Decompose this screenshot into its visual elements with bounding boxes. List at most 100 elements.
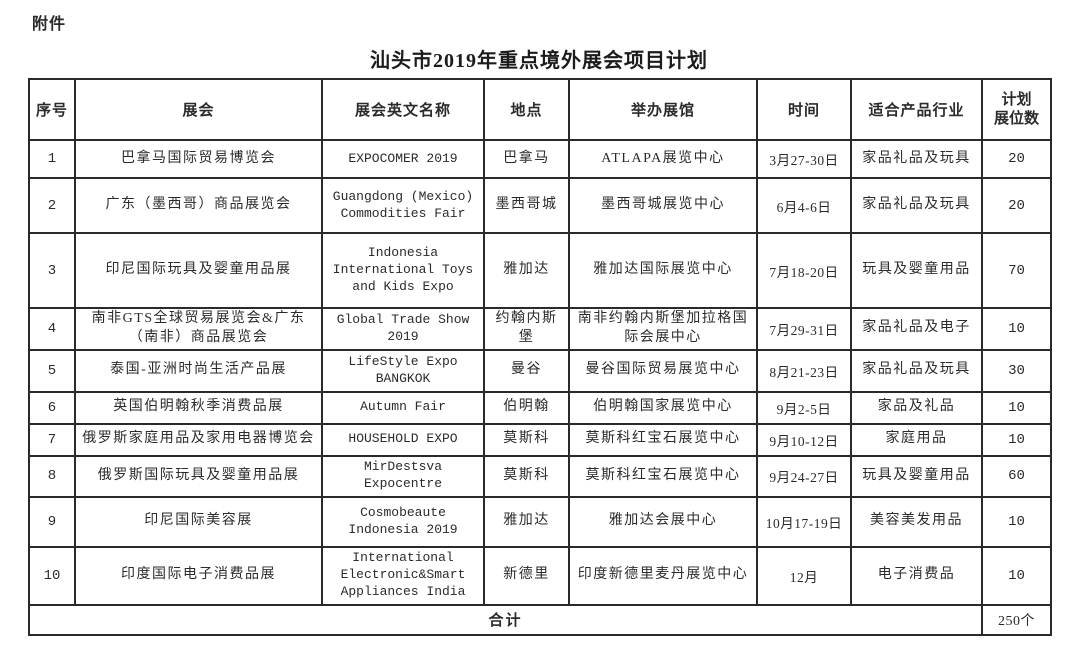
table-row: 3 印尼国际玩具及婴童用品展 Indonesia International T… [28, 232, 1052, 309]
cell-industry: 家庭用品 [850, 422, 983, 457]
cell-venue: 曼谷国际贸易展览中心 [568, 348, 758, 393]
cell-exhibition: 俄罗斯家庭用品及家用电器博览会 [74, 422, 323, 457]
cell-venue: ATLAPA展览中心 [568, 139, 758, 179]
cell-industry: 家品礼品及玩具 [850, 177, 983, 234]
cell-index: 10 [28, 545, 76, 606]
cell-booths: 60 [981, 454, 1052, 498]
cell-english-name: MirDestsva Expocentre [321, 454, 485, 498]
cell-booths: 10 [981, 422, 1052, 457]
cell-index: 1 [28, 139, 76, 179]
cell-location: 莫斯科 [483, 454, 570, 498]
cell-index: 3 [28, 232, 76, 309]
cell-industry: 玩具及婴童用品 [850, 454, 983, 498]
cell-industry: 美容美发用品 [850, 495, 983, 548]
cell-location: 曼谷 [483, 348, 570, 393]
cell-booths: 10 [981, 390, 1052, 425]
footer-total-label: 合计 [28, 603, 983, 636]
table-row: 5 泰国-亚洲时尚生活产品展 LifeStyle Expo BANGKOK 曼谷… [28, 348, 1052, 393]
cell-english-name: Indonesia International Toys and Kids Ex… [321, 232, 485, 309]
cell-date: 9月24-27日 [756, 454, 852, 498]
header-cell-venue: 举办展馆 [568, 78, 758, 141]
cell-index: 8 [28, 454, 76, 498]
attachment-label: 附件 [32, 16, 67, 33]
header-cell-location: 地点 [483, 78, 570, 141]
cell-index: 7 [28, 422, 76, 457]
cell-date: 8月21-23日 [756, 348, 852, 393]
cell-index: 6 [28, 390, 76, 425]
cell-venue: 印度新德里麦丹展览中心 [568, 545, 758, 606]
cell-location: 雅加达 [483, 495, 570, 548]
cell-english-name: International Electronic&Smart Appliance… [321, 545, 485, 606]
table-row: 8 俄罗斯国际玩具及婴童用品展 MirDestsva Expocentre 莫斯… [28, 454, 1052, 498]
table-header-row: 序号 展会 展会英文名称 地点 举办展馆 时间 适合产品行业 计划 展位数 [28, 78, 1052, 141]
cell-booths: 20 [981, 177, 1052, 234]
cell-english-name: HOUSEHOLD EXPO [321, 422, 485, 457]
cell-location: 墨西哥城 [483, 177, 570, 234]
cell-venue: 墨西哥城展览中心 [568, 177, 758, 234]
cell-location: 莫斯科 [483, 422, 570, 457]
header-cell-booths: 计划 展位数 [981, 78, 1052, 141]
cell-booths: 30 [981, 348, 1052, 393]
table-row: 9 印尼国际美容展 Cosmobeaute Indonesia 2019 雅加达… [28, 495, 1052, 548]
cell-location: 约翰内斯堡 [483, 307, 570, 351]
cell-exhibition: 印尼国际美容展 [74, 495, 323, 548]
cell-date: 7月18-20日 [756, 232, 852, 309]
exhibition-plan-table: 序号 展会 展会英文名称 地点 举办展馆 时间 适合产品行业 计划 展位数 1 … [28, 78, 1052, 636]
cell-index: 9 [28, 495, 76, 548]
table-row: 7 俄罗斯家庭用品及家用电器博览会 HOUSEHOLD EXPO 莫斯科 莫斯科… [28, 422, 1052, 457]
cell-booths: 10 [981, 495, 1052, 548]
cell-booths: 20 [981, 139, 1052, 179]
cell-booths: 70 [981, 232, 1052, 309]
cell-date: 3月27-30日 [756, 139, 852, 179]
cell-english-name: Cosmobeaute Indonesia 2019 [321, 495, 485, 548]
table-row: 4 南非GTS全球贸易展览会&广东（南非）商品展览会 Global Trade … [28, 307, 1052, 351]
cell-location: 雅加达 [483, 232, 570, 309]
cell-exhibition: 英国伯明翰秋季消费品展 [74, 390, 323, 425]
cell-industry: 玩具及婴童用品 [850, 232, 983, 309]
cell-industry: 家品礼品及电子 [850, 307, 983, 351]
cell-date: 12月 [756, 545, 852, 606]
cell-venue: 雅加达国际展览中心 [568, 232, 758, 309]
cell-exhibition: 南非GTS全球贸易展览会&广东（南非）商品展览会 [74, 307, 323, 351]
cell-industry: 电子消费品 [850, 545, 983, 606]
table-row: 1 巴拿马国际贸易博览会 EXPOCOMER 2019 巴拿马 ATLAPA展览… [28, 139, 1052, 179]
header-cell-industry: 适合产品行业 [850, 78, 983, 141]
table-row: 6 英国伯明翰秋季消费品展 Autumn Fair 伯明翰 伯明翰国家展览中心 … [28, 390, 1052, 425]
header-cell-english-name: 展会英文名称 [321, 78, 485, 141]
cell-date: 10月17-19日 [756, 495, 852, 548]
footer-total-value: 250个 [981, 603, 1052, 636]
cell-venue: 雅加达会展中心 [568, 495, 758, 548]
page-title: 汕头市2019年重点境外展会项目计划 [370, 50, 708, 72]
cell-english-name: Guangdong (Mexico) Commodities Fair [321, 177, 485, 234]
cell-english-name: LifeStyle Expo BANGKOK [321, 348, 485, 393]
cell-english-name: EXPOCOMER 2019 [321, 139, 485, 179]
cell-index: 4 [28, 307, 76, 351]
cell-industry: 家品礼品及玩具 [850, 348, 983, 393]
cell-index: 5 [28, 348, 76, 393]
cell-exhibition: 印尼国际玩具及婴童用品展 [74, 232, 323, 309]
cell-date: 9月2-5日 [756, 390, 852, 425]
cell-venue: 莫斯科红宝石展览中心 [568, 454, 758, 498]
table-row: 2 广东（墨西哥）商品展览会 Guangdong (Mexico) Commod… [28, 177, 1052, 234]
cell-location: 伯明翰 [483, 390, 570, 425]
cell-venue: 南非约翰内斯堡加拉格国际会展中心 [568, 307, 758, 351]
cell-english-name: Global Trade Show 2019 [321, 307, 485, 351]
cell-date: 6月4-6日 [756, 177, 852, 234]
cell-industry: 家品及礼品 [850, 390, 983, 425]
header-cell-exhibition: 展会 [74, 78, 323, 141]
cell-date: 9月10-12日 [756, 422, 852, 457]
cell-exhibition: 印度国际电子消费品展 [74, 545, 323, 606]
table-row: 10 印度国际电子消费品展 International Electronic&S… [28, 545, 1052, 606]
cell-date: 7月29-31日 [756, 307, 852, 351]
cell-exhibition: 泰国-亚洲时尚生活产品展 [74, 348, 323, 393]
cell-booths: 10 [981, 307, 1052, 351]
cell-location: 新德里 [483, 545, 570, 606]
cell-booths: 10 [981, 545, 1052, 606]
table-footer-row: 合计 250个 [28, 603, 1052, 636]
cell-exhibition: 俄罗斯国际玩具及婴童用品展 [74, 454, 323, 498]
header-cell-index: 序号 [28, 78, 76, 141]
cell-venue: 伯明翰国家展览中心 [568, 390, 758, 425]
header-cell-date: 时间 [756, 78, 852, 141]
cell-exhibition: 广东（墨西哥）商品展览会 [74, 177, 323, 234]
